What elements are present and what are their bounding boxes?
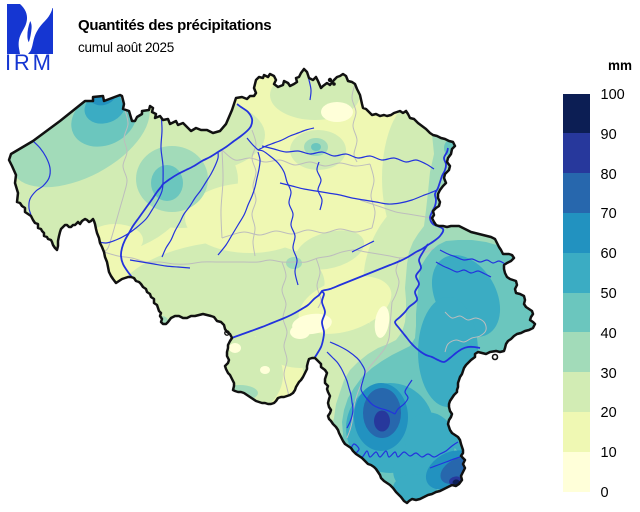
svg-text:IRM: IRM bbox=[5, 50, 54, 75]
